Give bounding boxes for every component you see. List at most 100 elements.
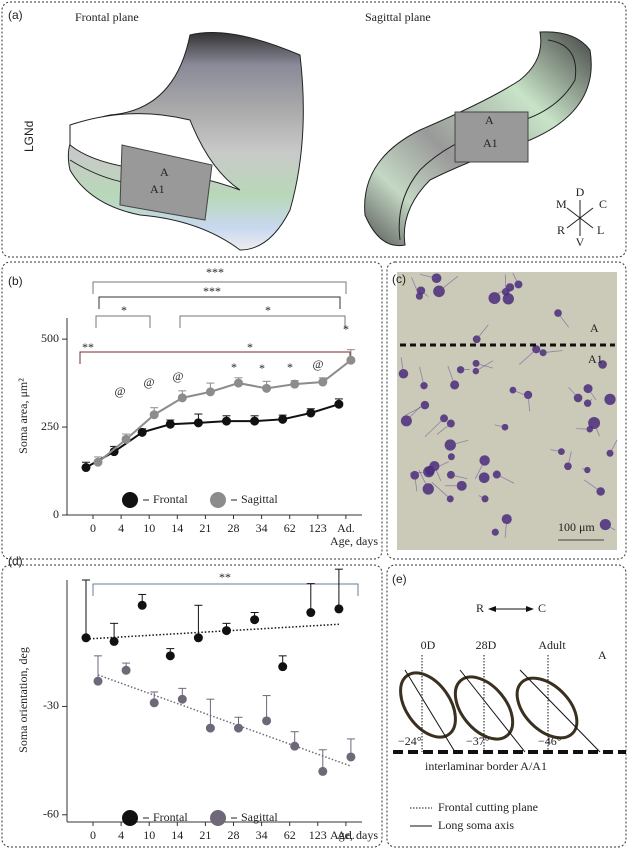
- data-point: [290, 379, 300, 389]
- x-tick-label: 10: [143, 828, 155, 842]
- data-point: [205, 723, 215, 733]
- panel-label: (a): [8, 8, 23, 22]
- significance-label: @: [143, 375, 154, 389]
- dendrite: [609, 397, 614, 400]
- data-point: [109, 636, 119, 646]
- significance-label: *: [343, 322, 349, 336]
- angle-label: −24°: [398, 734, 422, 748]
- dendrite: [434, 465, 442, 482]
- compass-label: L: [597, 223, 604, 237]
- x-tick-label: 34: [256, 828, 268, 842]
- cell: [415, 292, 423, 300]
- dendrite: [431, 481, 451, 500]
- data-point: [149, 410, 159, 420]
- data-point: [318, 377, 328, 387]
- dendrite: [609, 439, 618, 454]
- dendrite: [447, 365, 456, 386]
- compass-label: R: [557, 223, 565, 237]
- dendrite: [567, 451, 572, 467]
- dendrite: [527, 394, 531, 412]
- dendrite: [400, 357, 404, 374]
- data-point: [121, 665, 131, 675]
- data-point: [334, 399, 344, 409]
- frontal-lgn-drawing: [67, 32, 304, 251]
- dendrite: [419, 366, 425, 386]
- x-tick-label: 4: [118, 521, 124, 535]
- y-axis-label: Soma orientation, deg: [16, 647, 30, 753]
- dendrite: [543, 350, 563, 354]
- data-point: [177, 694, 187, 704]
- data-point: [346, 752, 356, 762]
- dendrite: [450, 439, 469, 446]
- data-point: [81, 633, 91, 643]
- legend-label: Long soma axis: [438, 818, 514, 832]
- x-tick-label: 28: [228, 828, 240, 842]
- data-point: [250, 615, 260, 625]
- panel-label: (b): [8, 274, 23, 288]
- dendrite: [474, 460, 486, 479]
- x-tick-label: 14: [171, 828, 183, 842]
- x-tick-label: 21: [199, 521, 211, 535]
- data-point: [121, 434, 131, 444]
- significance-label: ***: [206, 265, 224, 279]
- dendrite: [581, 468, 588, 471]
- data-point: [250, 416, 260, 426]
- compass: [566, 200, 594, 236]
- data-point: [222, 416, 231, 426]
- legend-label: Frontal: [153, 810, 188, 824]
- significance-bracket: [79, 351, 351, 364]
- x-tick-label: 34: [256, 521, 268, 535]
- x-tick-label: Ad.: [337, 828, 355, 842]
- x-axis-label: Age, days: [330, 534, 378, 548]
- structure-label: LGNd: [22, 121, 36, 152]
- panel-label: (c): [392, 272, 406, 286]
- data-point: [234, 723, 243, 733]
- dendrite: [494, 297, 498, 305]
- legend-marker: [122, 492, 138, 508]
- compass-label: M: [556, 197, 567, 211]
- x-tick-label: 4: [118, 828, 124, 842]
- y-tick-label: -30: [43, 698, 59, 712]
- y-tick-label: 250: [41, 419, 59, 433]
- legend-label: Frontal cutting plane: [438, 800, 538, 814]
- angle-label: −46°: [538, 734, 562, 748]
- dendrite: [405, 404, 426, 416]
- legend-marker: [210, 492, 226, 508]
- layer-label: A: [598, 648, 607, 662]
- dendrite: [409, 471, 429, 474]
- dendrite: [414, 475, 418, 492]
- data-point: [334, 604, 344, 614]
- y-tick-label: 0: [53, 507, 59, 521]
- data-point: [81, 463, 91, 473]
- dendrite: [418, 469, 429, 490]
- significance-bracket: [92, 281, 347, 294]
- scale-bar-label: 100 μm: [558, 520, 595, 534]
- significance-bracket: [179, 315, 346, 328]
- cell: [398, 368, 409, 379]
- dendrite: [583, 479, 601, 492]
- significance-label: *: [265, 303, 271, 317]
- sagittal-title: Sagittal plane: [365, 10, 431, 24]
- cell: [501, 514, 512, 525]
- series-line: [97, 359, 352, 464]
- significance-label: ***: [203, 284, 221, 298]
- cell: [598, 360, 607, 369]
- angle-label: −37°: [466, 734, 490, 748]
- data-point: [165, 651, 175, 661]
- dendrite: [496, 474, 515, 484]
- dendrite: [593, 422, 600, 437]
- data-point: [262, 383, 272, 393]
- axis-label: C: [538, 601, 546, 615]
- x-tick-label: 62: [284, 828, 296, 842]
- dendrite: [476, 324, 489, 340]
- y-tick-label: 500: [41, 331, 59, 345]
- data-point: [93, 457, 103, 467]
- data-point: [346, 355, 356, 365]
- dendrite: [576, 428, 590, 430]
- layer-label: A1: [150, 182, 165, 196]
- legend-label: Sagittal: [241, 810, 278, 824]
- orientation-diagram: [393, 606, 626, 827]
- significance-label: *: [259, 361, 265, 375]
- age-label: Adult: [538, 638, 566, 652]
